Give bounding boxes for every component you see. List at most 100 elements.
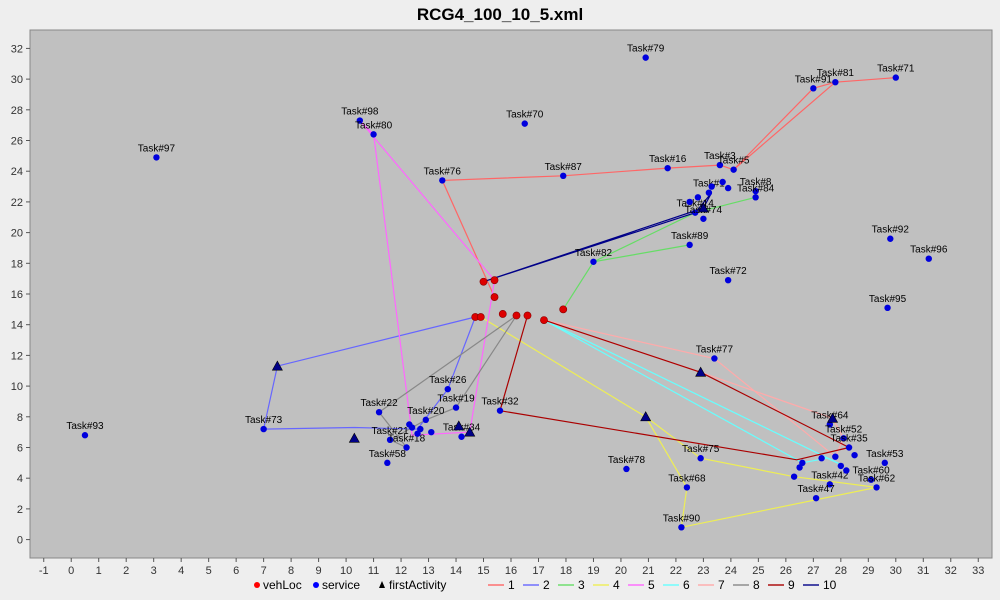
service-point (81, 432, 89, 439)
x-tick-label: 32 (945, 565, 957, 577)
x-tick-label: 13 (422, 565, 434, 577)
legend-label: 7 (718, 578, 725, 592)
service-label: Task#95 (869, 294, 907, 305)
legend-item-5: 5 (628, 578, 655, 592)
y-tick-label: 10 (11, 381, 23, 393)
service-point (590, 258, 597, 265)
service-label: Task#84 (737, 183, 775, 194)
legend-item-8: 8 (733, 578, 760, 592)
service-point (730, 166, 737, 173)
x-tick-label: 28 (835, 565, 847, 577)
y-tick-label: 12 (11, 350, 23, 362)
points: Task#79 Task#81 Task#71 Task#91 Task#98 Task#… (66, 44, 948, 531)
service-point (843, 467, 850, 474)
y-tick-label: 32 (11, 43, 23, 55)
service-point (752, 194, 759, 201)
vehloc-point (523, 311, 532, 320)
service-label: Task#78 (608, 455, 646, 466)
service-point (417, 425, 424, 433)
legend-label: 2 (543, 578, 550, 592)
service-label: Task#96 (910, 245, 948, 256)
x-tick-label: 21 (642, 565, 654, 577)
x-tick-label: 0 (68, 565, 74, 577)
service-point (840, 435, 847, 442)
service-point (837, 462, 845, 470)
service-point (796, 464, 803, 471)
service-point (691, 209, 699, 216)
x-tick-label: 29 (862, 565, 874, 577)
x-tick-label: 2 (123, 565, 129, 577)
legend-item-10: 10 (803, 578, 837, 592)
service-label: Task#3 (704, 151, 736, 162)
first-activity-marker (640, 411, 652, 422)
legend-triangle (379, 581, 385, 588)
x-tick-label: 5 (206, 565, 212, 577)
service-point (422, 416, 429, 424)
vehloc-point (490, 293, 499, 301)
x-tick-label: 22 (670, 565, 682, 577)
service-point (892, 74, 899, 81)
service-label: Task#52 (825, 424, 863, 435)
service-label: Task#89 (671, 231, 709, 242)
x-tick-label: 25 (752, 565, 764, 577)
service-label: Task#26 (429, 375, 467, 386)
x-tick-label: 4 (178, 565, 184, 577)
service-label: Task#90 (663, 513, 701, 524)
service-label: Task#93 (66, 421, 104, 432)
vehloc-point (476, 313, 485, 321)
service-label: Task#81 (817, 68, 855, 79)
legend-item-7: 7 (698, 578, 725, 592)
service-point (887, 235, 894, 242)
service-label: Task#58 (369, 449, 407, 460)
service-point (370, 131, 377, 138)
legend-label: 4 (613, 578, 620, 592)
service-point (799, 459, 806, 467)
y-tick-label: 20 (11, 228, 23, 240)
x-tick-label: 23 (697, 565, 709, 577)
legend-item-9: 9 (768, 578, 795, 592)
legend-label: 1 (508, 578, 515, 592)
service-label: Task#62 (858, 473, 896, 484)
service-point (439, 177, 446, 184)
y-tick-label: 24 (11, 166, 23, 178)
y-tick-label: 16 (11, 289, 23, 301)
x-tick-label: 26 (780, 565, 792, 577)
y-tick-label: 30 (11, 74, 23, 86)
service-label: Task#64 (811, 410, 849, 421)
service-label: Task#79 (627, 44, 665, 55)
y-tick-label: 8 (17, 412, 23, 424)
service-point (375, 408, 383, 416)
y-tick-label: 2 (17, 504, 23, 516)
legend: vehLoc service firstActivity 1 2 3 4 5 6 7 8 9 10 (254, 578, 837, 592)
service-label: Task#18 (388, 433, 426, 444)
x-tick-label: 16 (505, 565, 517, 577)
service-point (458, 433, 465, 440)
service-label: Task#72 (710, 266, 748, 277)
service-point (356, 117, 364, 124)
service-point (678, 524, 685, 531)
y-tick-label: 4 (17, 473, 23, 485)
y-tick-label: 28 (11, 105, 23, 117)
service-label: Task#87 (545, 162, 583, 173)
service-point (452, 404, 460, 411)
first-activity-marker (348, 432, 360, 443)
service-label: Task#5 (718, 156, 750, 167)
service-label: Task#53 (866, 449, 904, 460)
service-point (686, 241, 693, 249)
x-tick-label: 17 (532, 565, 544, 577)
x-tick-label: 19 (587, 565, 599, 577)
first-activity-marker (453, 420, 465, 431)
service-point (881, 459, 889, 467)
legend-item-4: 4 (593, 578, 620, 592)
legend-item-firstActivity: firstActivity (379, 578, 446, 592)
service-label: Task#92 (872, 225, 910, 236)
x-tick-label: 27 (807, 565, 819, 577)
x-tick-label: 9 (316, 565, 322, 577)
legend-dot (313, 582, 319, 588)
x-tick-label: 30 (890, 565, 902, 577)
legend-label: 3 (578, 578, 585, 592)
service-point (686, 198, 693, 206)
x-tick-label: 24 (725, 565, 737, 577)
service-point (623, 465, 630, 473)
